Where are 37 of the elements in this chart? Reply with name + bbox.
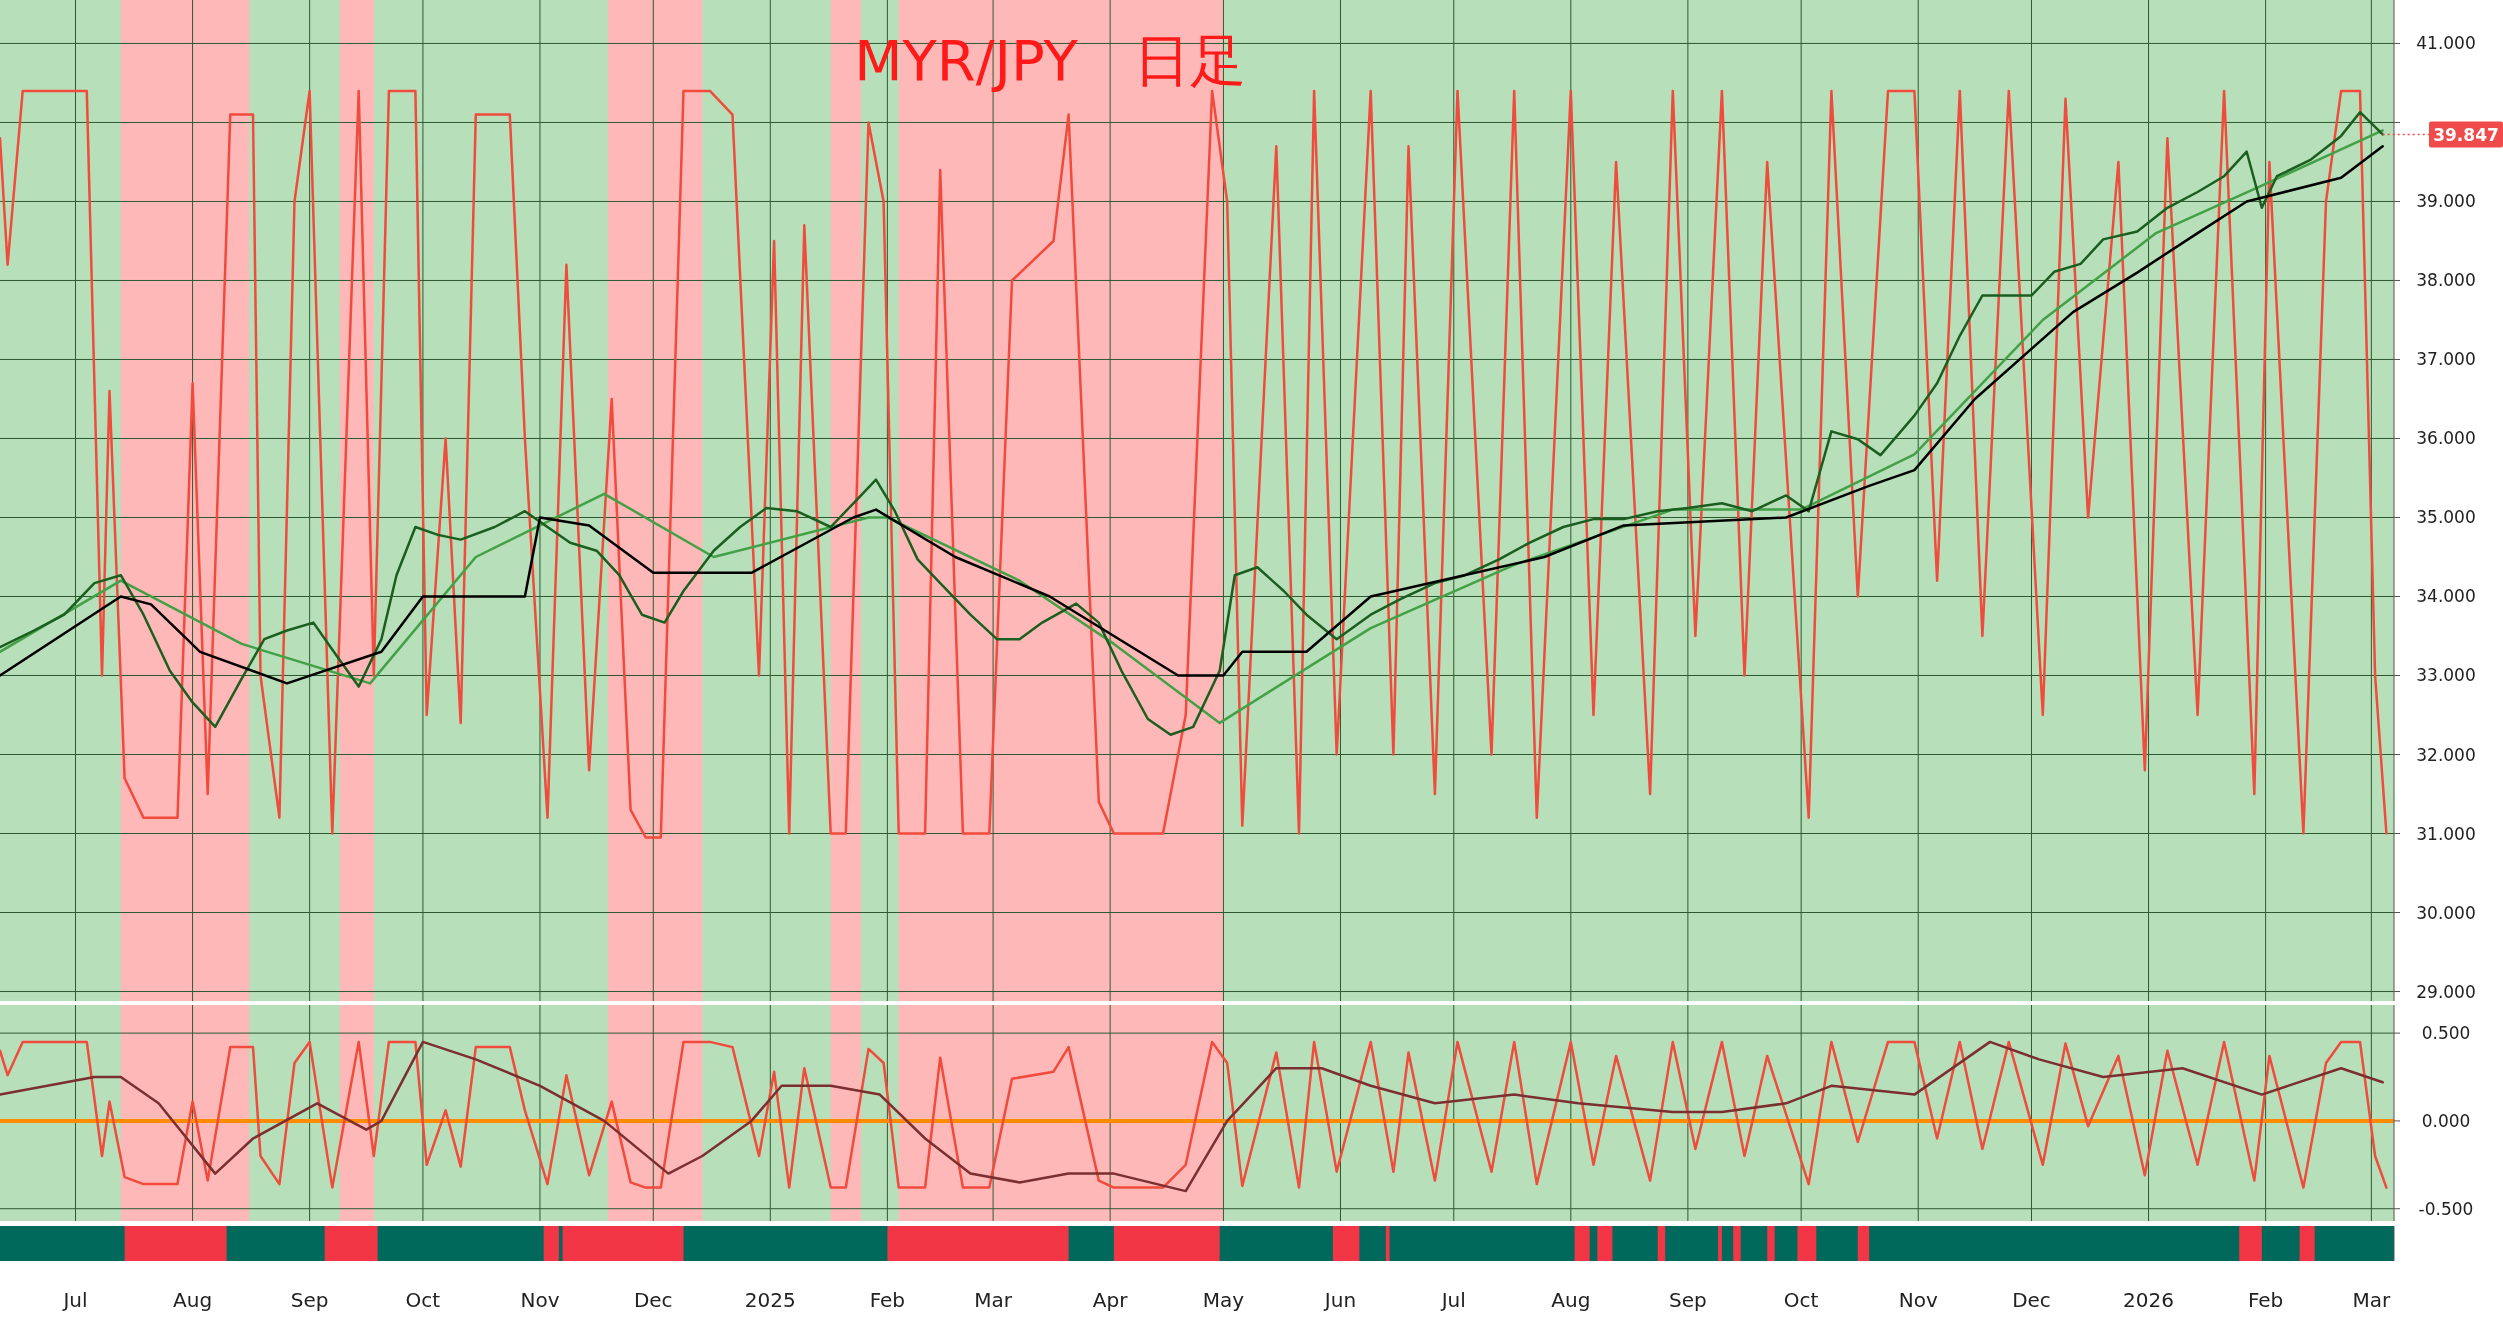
x-tick-label: Jul bbox=[61, 1288, 88, 1312]
x-tick-label: Feb bbox=[869, 1288, 906, 1312]
x-tick-label: Jun bbox=[1322, 1288, 1357, 1312]
y-tick-label: 41.000 bbox=[2416, 33, 2476, 54]
x-tick-label: Dec bbox=[2012, 1288, 2051, 1312]
y-tick-label: 33.000 bbox=[2416, 665, 2476, 686]
y-tick-label: 29.000 bbox=[2416, 981, 2476, 1002]
x-tick-label: Nov bbox=[1898, 1288, 1938, 1312]
x-tick-label: Sep bbox=[290, 1288, 329, 1312]
x-tick-label: Feb bbox=[2247, 1288, 2284, 1312]
x-tick-label: 2026 bbox=[2123, 1288, 2175, 1312]
y-tick-label: 36.000 bbox=[2416, 428, 2476, 449]
y-tick-label: 30.000 bbox=[2416, 902, 2476, 923]
x-tick-label: Aug bbox=[173, 1288, 213, 1312]
x-tick-label: Nov bbox=[520, 1288, 560, 1312]
y-tick-label: 31.000 bbox=[2416, 823, 2476, 844]
y-tick-label: 35.000 bbox=[2416, 507, 2476, 528]
annotation: 39.847 bbox=[2433, 124, 2499, 145]
x-tick-label: Oct bbox=[1783, 1288, 1819, 1312]
x-tick-label: Mar bbox=[974, 1288, 1013, 1312]
x-tick-label: 2025 bbox=[744, 1288, 796, 1312]
x-tick-label: Dec bbox=[633, 1288, 673, 1312]
x-tick-label: Mar bbox=[2352, 1288, 2391, 1312]
x-tick-label: Aug bbox=[1551, 1288, 1591, 1312]
x-tick-label: Jul bbox=[1439, 1288, 1466, 1312]
y-tick-label: 39.000 bbox=[2416, 191, 2476, 212]
y-tick-label: 0.000 bbox=[2421, 1110, 2471, 1131]
y-tick-label: -0.500 bbox=[2418, 1198, 2474, 1219]
y-tick-label: 0.500 bbox=[2421, 1023, 2471, 1044]
y-tick-label: 38.000 bbox=[2416, 270, 2476, 291]
x-tick-label: Apr bbox=[1092, 1288, 1129, 1312]
y-tick-label: 34.000 bbox=[2416, 586, 2476, 607]
x-tick-label: May bbox=[1202, 1288, 1245, 1312]
x-tick-label: Oct bbox=[405, 1288, 441, 1312]
x-tick-label: Sep bbox=[1669, 1288, 1707, 1312]
y-tick-label: 32.000 bbox=[2416, 744, 2476, 765]
y-tick-label: 37.000 bbox=[2416, 349, 2476, 370]
